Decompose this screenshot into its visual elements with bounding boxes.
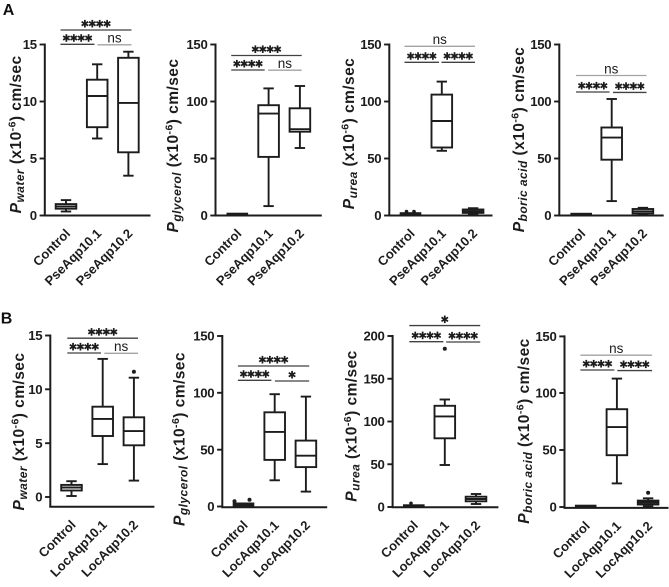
svg-text:50: 50	[193, 151, 207, 166]
svg-text:50: 50	[371, 457, 385, 472]
svg-text:50: 50	[367, 151, 381, 166]
svg-text:Pboric acid (x10-6) cm/sec: Pboric acid (x10-6) cm/sec	[515, 338, 535, 523]
svg-text:15: 15	[23, 37, 37, 52]
svg-text:0: 0	[549, 500, 556, 515]
svg-text:0: 0	[30, 208, 37, 223]
svg-text:200: 200	[363, 329, 384, 344]
svg-text:100: 100	[360, 94, 381, 109]
svg-text:10: 10	[23, 94, 37, 109]
svg-text:0: 0	[544, 208, 551, 223]
svg-text:ns: ns	[433, 32, 448, 47]
svg-text:100: 100	[193, 386, 214, 401]
svg-text:A: A	[3, 2, 15, 19]
svg-text:Pglycerol (x10-6) cm/sec: Pglycerol (x10-6) cm/sec	[170, 352, 190, 526]
svg-text:ns: ns	[604, 61, 619, 76]
svg-text:Pwater (x10-6) cm/sec: Pwater (x10-6) cm/sec	[7, 55, 27, 213]
svg-text:0: 0	[200, 208, 207, 223]
svg-text:50: 50	[542, 443, 556, 458]
svg-text:50: 50	[537, 151, 551, 166]
svg-text:100: 100	[530, 94, 551, 109]
svg-text:Pwater (x10-6) cm/sec: Pwater (x10-6) cm/sec	[10, 353, 30, 511]
svg-text:50: 50	[200, 442, 214, 457]
svg-text:150: 150	[363, 371, 384, 386]
svg-text:100: 100	[363, 414, 384, 429]
svg-text:5: 5	[30, 151, 37, 166]
svg-text:150: 150	[186, 37, 207, 52]
svg-text:Purea (x10-6) cm/sec: Purea (x10-6) cm/sec	[342, 350, 362, 501]
svg-text:150: 150	[530, 37, 551, 52]
svg-text:15: 15	[28, 328, 42, 343]
svg-text:150: 150	[360, 37, 381, 52]
svg-text:ns: ns	[107, 31, 122, 46]
svg-text:B: B	[1, 310, 13, 327]
svg-text:Pglycerol (x10-6) cm/sec: Pglycerol (x10-6) cm/sec	[164, 59, 184, 233]
svg-text:5: 5	[35, 436, 42, 451]
svg-text:ns: ns	[609, 341, 624, 356]
svg-text:150: 150	[193, 329, 214, 344]
svg-text:Purea (x10-6) cm/sec: Purea (x10-6) cm/sec	[340, 58, 360, 209]
svg-text:100: 100	[186, 94, 207, 109]
svg-text:Pboric acid (x10-6) cm/sec: Pboric acid (x10-6) cm/sec	[510, 47, 530, 232]
svg-text:ns: ns	[278, 56, 293, 71]
svg-text:0: 0	[207, 499, 214, 514]
svg-text:10: 10	[28, 382, 42, 397]
svg-text:0: 0	[378, 500, 385, 515]
svg-text:0: 0	[35, 490, 42, 505]
svg-text:150: 150	[535, 329, 556, 344]
svg-text:100: 100	[535, 386, 556, 401]
svg-text:ns: ns	[114, 339, 129, 354]
svg-text:0: 0	[374, 208, 381, 223]
